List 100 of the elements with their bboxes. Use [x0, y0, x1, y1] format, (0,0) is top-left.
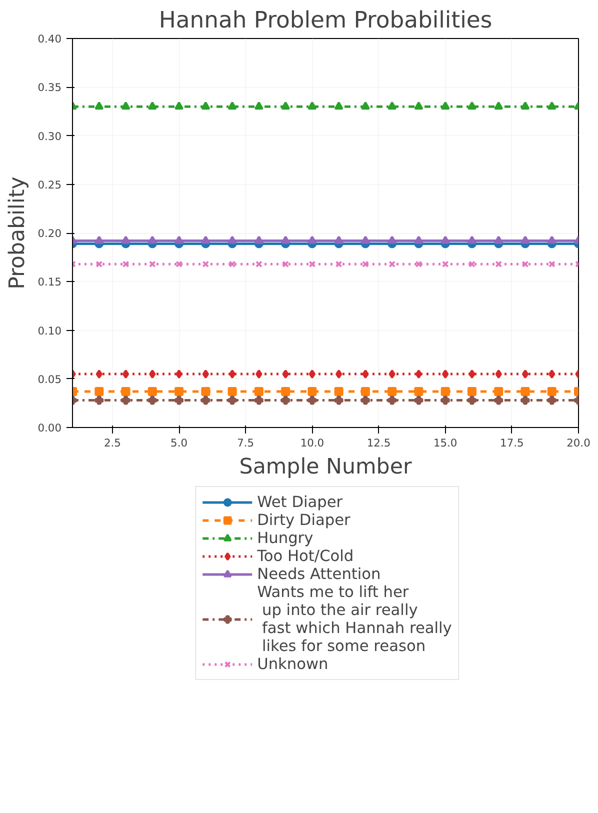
point: [388, 236, 397, 244]
legend-label: Wet Diaper: [257, 493, 343, 511]
point: [415, 370, 422, 379]
point: [308, 370, 316, 379]
y-axis-title: Probability: [4, 176, 30, 290]
point: [520, 396, 530, 405]
point: [440, 102, 450, 110]
point: [176, 260, 182, 268]
point: [520, 102, 530, 110]
x-tick-label: 7.5: [237, 436, 254, 450]
point: [174, 236, 184, 244]
point: [520, 387, 530, 396]
point: [467, 396, 476, 405]
point: [94, 396, 104, 405]
y-tick-label: 0.15: [38, 276, 62, 289]
point: [440, 236, 450, 244]
y-tick-label: 0.05: [38, 372, 62, 386]
point: [494, 396, 504, 405]
point: [548, 260, 556, 268]
point: [201, 236, 210, 244]
legend-label: Hungry: [257, 529, 314, 547]
point: [94, 236, 104, 244]
point: [547, 102, 556, 110]
point: [174, 396, 184, 405]
point: [148, 387, 157, 396]
point: [522, 260, 529, 268]
point: [414, 387, 424, 396]
point: [282, 260, 290, 268]
point: [308, 260, 316, 268]
point: [334, 396, 344, 405]
point: [388, 102, 397, 110]
point: [334, 236, 344, 244]
point: [547, 396, 556, 405]
point: [96, 370, 102, 379]
point: [494, 387, 504, 396]
point: [94, 102, 104, 110]
point: [495, 260, 502, 268]
point: [494, 236, 504, 244]
point: [360, 396, 370, 405]
point: [122, 370, 130, 379]
legend-label: Dirty Diaper: [257, 511, 350, 529]
point: [281, 387, 290, 396]
point: [121, 396, 130, 405]
point: [334, 102, 344, 110]
legend-label: Needs Attention: [257, 565, 381, 583]
point: [174, 102, 184, 110]
point: [362, 260, 369, 268]
chart-title: Hannah Problem Probabilities: [158, 8, 492, 34]
point: [360, 387, 370, 396]
point: [334, 387, 344, 396]
point: [254, 396, 264, 405]
y-tick-label: 0.00: [38, 422, 62, 434]
point: [254, 387, 264, 396]
point: [254, 236, 264, 244]
point: [360, 236, 370, 244]
x-tick-label: 15.0: [433, 436, 458, 450]
point: [228, 396, 237, 405]
point: [414, 236, 424, 244]
point: [440, 387, 450, 396]
point: [202, 260, 210, 268]
y-tick-label: 0.25: [38, 178, 62, 192]
point: [414, 396, 424, 405]
point: [121, 102, 130, 110]
point: [415, 260, 422, 268]
point: [520, 236, 530, 244]
point: [148, 236, 157, 244]
point: [121, 236, 130, 244]
point: [388, 260, 396, 268]
point: [440, 396, 450, 405]
y-tick-label: 0.10: [38, 324, 62, 338]
point: [335, 260, 342, 268]
point: [281, 396, 290, 405]
point: [388, 387, 397, 396]
point: [96, 260, 103, 268]
point: [122, 260, 130, 268]
x-tick-label: 5.0: [170, 436, 188, 450]
x-axis-title: Sample Number: [239, 454, 412, 480]
point: [121, 387, 130, 396]
point: [308, 387, 317, 396]
point: [174, 387, 184, 396]
point: [468, 260, 476, 268]
point: [442, 260, 449, 268]
point: [149, 370, 156, 379]
point: [414, 102, 424, 110]
point: [308, 396, 317, 405]
point: [308, 102, 317, 110]
point: [228, 260, 236, 268]
point: [282, 370, 289, 379]
point: [281, 236, 290, 244]
point: [388, 396, 397, 405]
point: [547, 236, 556, 244]
point: [148, 102, 157, 110]
point: [201, 387, 210, 396]
legend-label: Wants me to lift her up into the air really fast which Hannah really likes for some reason: [257, 583, 452, 655]
point: [335, 370, 342, 379]
point: [547, 387, 556, 396]
point: [467, 102, 476, 110]
y-tick-label: 0.30: [38, 130, 62, 143]
x-tick-label: 20.0: [566, 436, 591, 450]
point: [176, 370, 182, 379]
